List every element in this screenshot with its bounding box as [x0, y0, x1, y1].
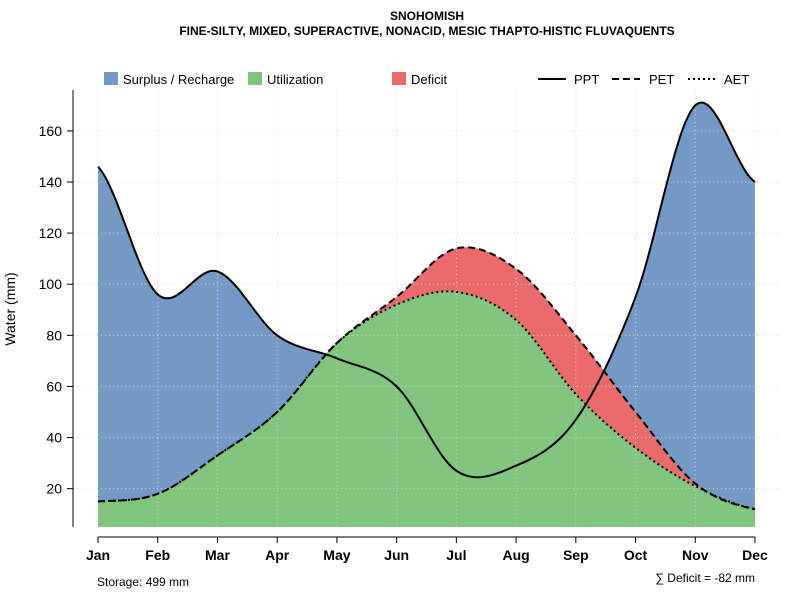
x-tick-label-oct: Oct — [624, 547, 648, 563]
y-tick-label: 120 — [39, 225, 63, 241]
series-line-aet — [97, 290, 756, 511]
x-tick-label-mar: Mar — [205, 547, 230, 563]
x-tick-label-feb: Feb — [145, 547, 170, 563]
legend-label-aet: AET — [724, 72, 749, 87]
area-deficit — [98, 247, 755, 510]
x-tick-label-jun: Jun — [384, 547, 409, 563]
y-tick-label: 100 — [39, 276, 63, 292]
storage-annotation: Storage: 499 mm — [97, 575, 189, 589]
series-line-pet — [97, 246, 756, 511]
y-tick-label: 20 — [46, 481, 62, 497]
y-tick-label: 160 — [39, 123, 63, 139]
y-tick-label: 80 — [46, 327, 62, 343]
x-tick-label-apr: Apr — [265, 547, 290, 563]
axes: 20 40 60 80 100 120 140 160 Jan Feb Mar Apr May Jun Ju… — [39, 90, 768, 563]
x-tick-label-may: May — [323, 547, 350, 563]
x-tick-label-jul: Jul — [446, 547, 466, 563]
x-tick-label-dec: Dec — [742, 547, 768, 563]
deficit-annotation: ∑ Deficit = -82 mm — [655, 571, 755, 585]
y-axis-label: Water (mm) — [2, 272, 18, 345]
legend-swatch-deficit — [392, 72, 406, 85]
x-tick-label-aug: Aug — [502, 547, 529, 563]
legend-swatch-utilization — [248, 72, 262, 85]
legend-label-utilization: Utilization — [267, 72, 323, 87]
legend-label-surplus: Surplus / Recharge — [123, 72, 234, 87]
series-line-ppt — [97, 101, 756, 479]
plot-area — [73, 90, 780, 527]
chart-subtitle: FINE-SILTY, MIXED, SUPERACTIVE, NONACID,… — [179, 24, 674, 38]
x-tick-label-nov: Nov — [682, 547, 709, 563]
x-tick-label-jan: Jan — [86, 547, 110, 563]
chart-title: SNOHOMISH — [390, 9, 464, 23]
area-utilization — [98, 291, 755, 527]
legend-label-deficit: Deficit — [411, 72, 448, 87]
legend-label-pet: PET — [649, 72, 674, 87]
x-tick-label-sep: Sep — [563, 547, 589, 563]
legend: Surplus / Recharge Utilization Deficit P… — [104, 72, 749, 87]
y-tick-label: 60 — [46, 378, 62, 394]
y-tick-label: 40 — [46, 430, 62, 446]
legend-label-ppt: PPT — [574, 72, 599, 87]
legend-swatch-surplus — [104, 72, 118, 85]
y-tick-label: 140 — [39, 174, 63, 190]
